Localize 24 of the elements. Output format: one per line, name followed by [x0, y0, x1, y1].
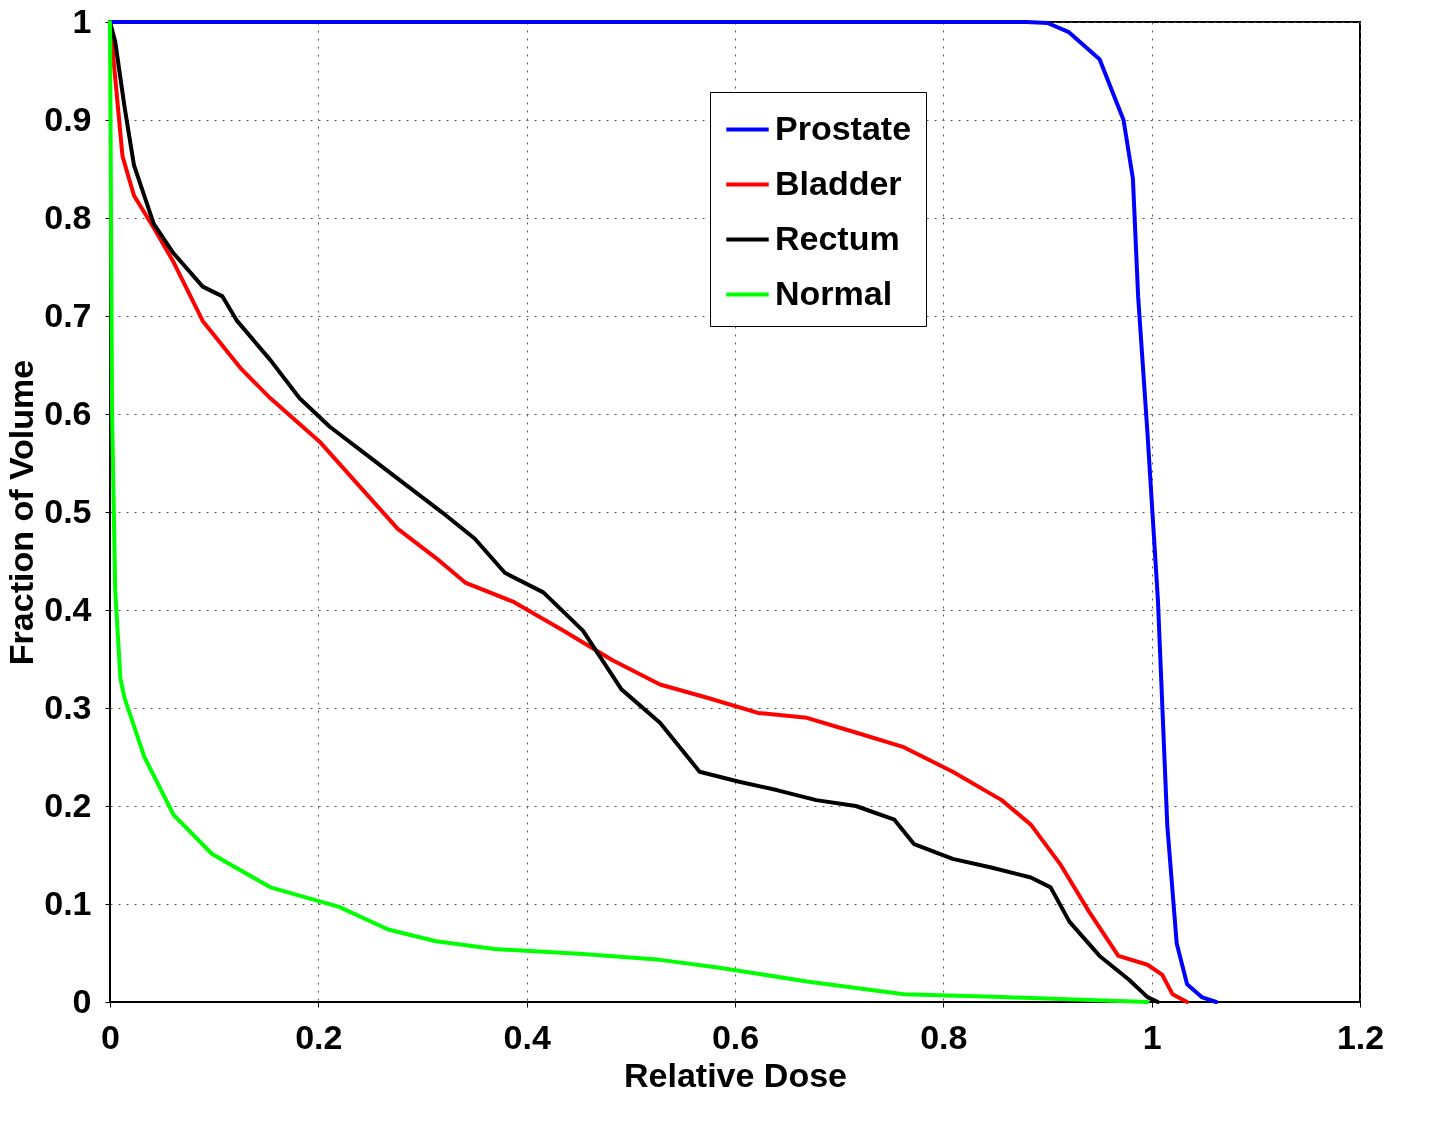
x-tick-label: 1 [1142, 1017, 1162, 1056]
x-tick-label: 0 [101, 1017, 120, 1056]
legend-label: Prostate [775, 108, 912, 147]
x-tick-label: 1.2 [1336, 1017, 1385, 1056]
legend-label: Bladder [775, 163, 902, 202]
x-tick-label: 0.6 [711, 1017, 760, 1056]
x-tick-label: 0.2 [295, 1017, 343, 1056]
y-tick-label: 0.9 [44, 99, 92, 138]
legend-label: Normal [775, 273, 893, 312]
y-tick-label: 0.2 [44, 785, 92, 824]
y-tick-label: 0.6 [44, 393, 92, 432]
y-tick-label: 0.5 [44, 491, 92, 530]
y-tick-label: 0.1 [44, 883, 92, 922]
y-tick-label: 0 [72, 981, 92, 1020]
y-tick-label: 0.3 [44, 687, 92, 726]
y-tick-label: 0.4 [44, 589, 92, 628]
y-tick-label: 0.8 [44, 197, 92, 236]
y-tick-label: 0.7 [44, 295, 92, 334]
x-tick-label: 0.8 [920, 1017, 968, 1056]
legend-label: Rectum [775, 218, 900, 257]
y-axis-title: Fraction of Volume [2, 359, 41, 666]
x-axis-title: Relative Dose [624, 1055, 847, 1094]
x-tick-label: 0.4 [503, 1017, 551, 1056]
y-tick-label: 1 [72, 1, 92, 40]
